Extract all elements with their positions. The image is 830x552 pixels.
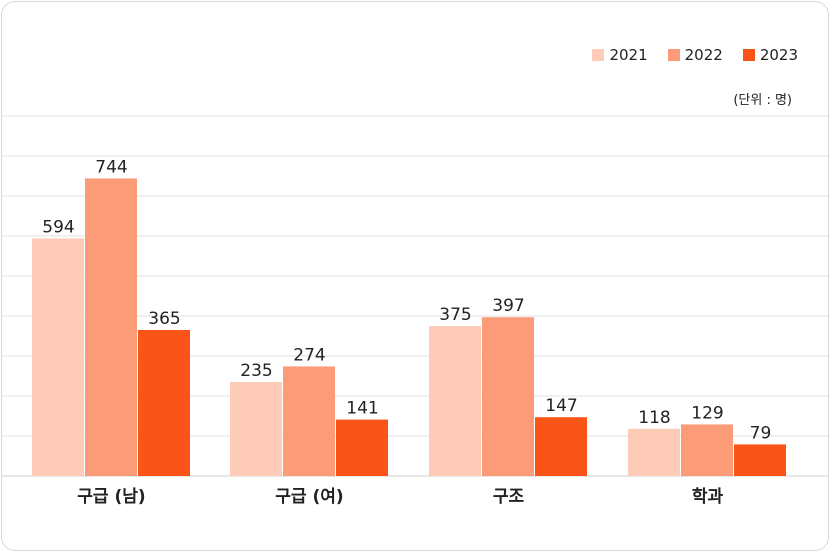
legend-item-2021: 2021 [592,46,648,64]
legend-item-2023: 2023 [742,46,798,64]
data-label: 147 [545,396,577,416]
legend-label: 2021 [609,46,648,64]
bar-2022-0 [85,178,137,476]
data-label: 235 [240,361,272,381]
data-label: 397 [492,296,524,316]
category-label: 구급 (남) [77,487,145,507]
bar-2022-3 [681,424,733,476]
data-label: 118 [638,408,670,428]
legend-label: 2023 [759,46,798,64]
legend: 2021 2022 2023 [592,46,798,64]
data-label: 365 [148,309,180,329]
bar-2021-3 [628,428,680,476]
bar-2023-1 [336,419,388,476]
data-label: 594 [42,217,74,237]
unit-note: (단위 : 명) [733,93,792,108]
data-label: 274 [293,345,325,365]
category-label: 구조 [493,487,525,507]
category-label: 학과 [692,487,724,507]
bar-2023-2 [535,417,587,476]
data-label: 744 [95,157,127,177]
bar-2022-2 [482,317,534,476]
bar-2023-3 [734,444,786,476]
bar-2021-1 [230,382,282,476]
legend-label: 2022 [684,46,723,64]
bar-2023-0 [138,330,190,476]
data-label: 79 [750,423,772,443]
legend-swatch [667,49,680,61]
bar-2021-0 [32,238,84,476]
legend-swatch [742,49,755,61]
bar-2021-2 [429,326,481,476]
legend-swatch [592,49,605,61]
data-label: 141 [346,399,378,419]
category-label: 구급 (여) [275,487,343,507]
legend-item-2022: 2022 [667,46,723,64]
data-label: 375 [439,305,471,325]
bar-2022-1 [283,366,335,476]
data-label: 129 [691,403,723,423]
